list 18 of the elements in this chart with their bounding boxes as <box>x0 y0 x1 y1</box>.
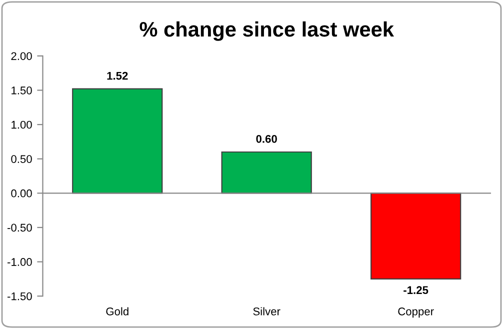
chart-title: % change since last week <box>140 21 394 41</box>
y-tick-label: 0.50 <box>11 155 32 163</box>
y-tick-label: 1.00 <box>12 120 32 129</box>
data-label: 0.60 <box>256 134 277 143</box>
y-tick-label: 1.50 <box>12 86 32 94</box>
y-tick-label: -1.50 <box>8 292 32 300</box>
x-tick-label: Gold <box>106 307 128 316</box>
bar <box>370 192 462 280</box>
data-label: -1.25 <box>404 286 428 294</box>
data-label: 1.52 <box>107 72 128 80</box>
y-tick-label: 2.00 <box>11 52 32 60</box>
x-tick-label: Silver <box>253 307 280 316</box>
bar <box>221 151 312 194</box>
y-tick-label: -1.00 <box>8 258 32 266</box>
bar <box>72 88 163 194</box>
y-tick-label: -0.50 <box>8 224 32 232</box>
y-tick-label: 0.00 <box>11 189 32 198</box>
x-tick-label: Copper <box>398 308 434 318</box>
